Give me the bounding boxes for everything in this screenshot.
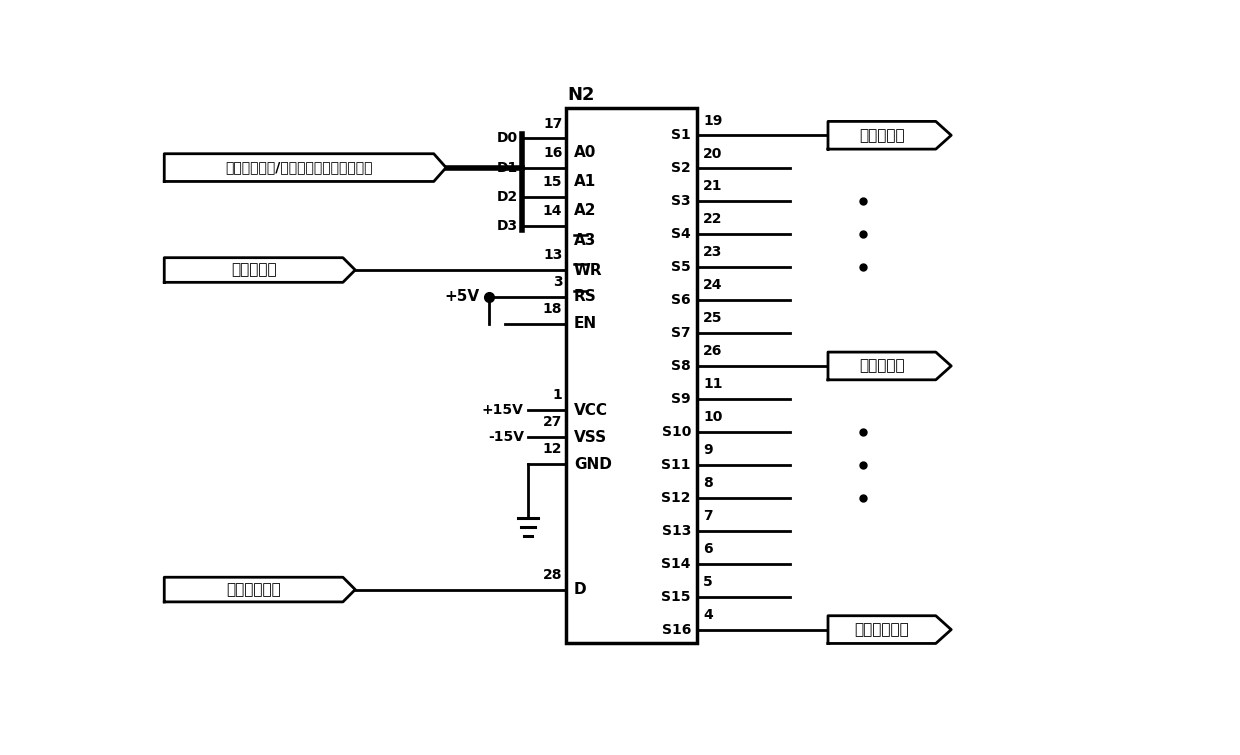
Text: 1: 1: [553, 389, 563, 402]
Polygon shape: [164, 257, 355, 282]
Polygon shape: [828, 352, 951, 380]
Text: GND: GND: [574, 457, 611, 472]
Text: 15: 15: [543, 175, 563, 190]
Text: 模拟开关１６: 模拟开关１６: [854, 622, 909, 637]
Text: 11: 11: [703, 378, 723, 391]
Text: 23: 23: [703, 245, 723, 260]
Text: 17: 17: [543, 116, 563, 131]
Text: 写控制信号: 写控制信号: [231, 263, 277, 278]
Text: A0: A0: [574, 145, 596, 160]
Text: 10: 10: [703, 410, 723, 424]
Text: 16: 16: [543, 146, 563, 160]
Polygon shape: [828, 122, 951, 149]
Text: VSS: VSS: [574, 430, 608, 445]
Text: S16: S16: [662, 623, 691, 636]
Text: D1: D1: [496, 161, 517, 174]
Text: VCC: VCC: [574, 402, 608, 418]
Text: A3: A3: [574, 233, 596, 248]
Text: 22: 22: [703, 212, 723, 226]
Text: 26: 26: [703, 344, 723, 359]
Text: 5: 5: [703, 575, 713, 589]
Text: 12: 12: [543, 442, 563, 456]
Text: D2: D2: [496, 190, 517, 204]
Text: 25: 25: [703, 311, 723, 325]
Text: 4: 4: [703, 608, 713, 622]
Text: S10: S10: [662, 425, 691, 439]
Text: D3: D3: [496, 219, 517, 233]
Text: 锁存控制信号: 锁存控制信号: [226, 582, 281, 597]
Text: 13: 13: [543, 248, 563, 262]
Text: 27: 27: [543, 415, 563, 430]
Text: S6: S6: [671, 293, 691, 307]
Text: S11: S11: [661, 458, 691, 472]
Text: WR: WR: [574, 263, 603, 278]
Text: D: D: [574, 582, 587, 597]
Text: S1: S1: [671, 128, 691, 142]
Text: 21: 21: [703, 180, 723, 193]
Text: 14: 14: [543, 205, 563, 218]
Text: S3: S3: [671, 194, 691, 208]
Polygon shape: [164, 154, 446, 181]
Text: S14: S14: [661, 556, 691, 571]
Text: S8: S8: [671, 359, 691, 373]
Text: S5: S5: [671, 260, 691, 274]
Text: A2: A2: [574, 203, 596, 218]
Text: S13: S13: [662, 524, 691, 538]
Text: RS: RS: [574, 289, 596, 304]
Text: 20: 20: [703, 146, 723, 161]
Text: 19: 19: [703, 113, 723, 128]
Text: N2: N2: [568, 85, 595, 103]
Text: S15: S15: [661, 590, 691, 604]
Text: A1: A1: [574, 174, 596, 189]
Text: 18: 18: [543, 302, 563, 316]
Text: 模拟开关１: 模拟开关１: [859, 128, 905, 143]
Text: 24: 24: [703, 279, 723, 292]
Bar: [567, 107, 697, 643]
Text: D0: D0: [496, 131, 517, 146]
Text: +15V: +15V: [482, 403, 523, 418]
Text: 6: 6: [703, 542, 713, 556]
Text: 9: 9: [703, 443, 713, 457]
Text: S2: S2: [671, 162, 691, 175]
Text: S9: S9: [671, 392, 691, 406]
Text: 28: 28: [543, 568, 563, 582]
Text: 3: 3: [553, 276, 563, 289]
Polygon shape: [164, 578, 355, 602]
Text: EN: EN: [574, 316, 596, 331]
Text: S12: S12: [661, 491, 691, 505]
Polygon shape: [828, 616, 951, 643]
Text: 模拟开关８: 模拟开关８: [859, 359, 905, 374]
Text: S4: S4: [671, 227, 691, 241]
Text: 7: 7: [703, 509, 713, 523]
Text: +5V: +5V: [445, 289, 480, 304]
Text: 多路开关选通/低四位数字信号复用信号: 多路开关选通/低四位数字信号复用信号: [226, 161, 373, 174]
Text: S7: S7: [671, 326, 691, 340]
Text: -15V: -15V: [487, 430, 523, 444]
Text: 8: 8: [703, 476, 713, 490]
